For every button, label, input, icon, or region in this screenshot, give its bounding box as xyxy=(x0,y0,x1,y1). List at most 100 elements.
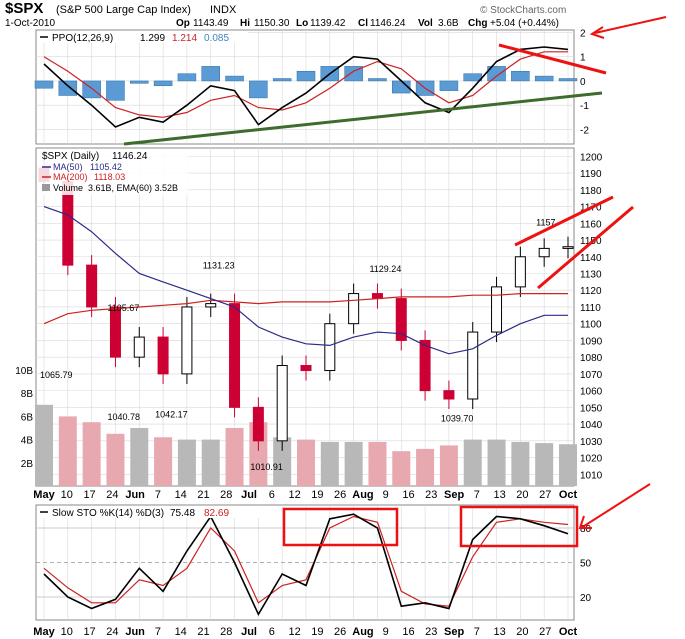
price-annotation: 1105.67 xyxy=(107,303,139,313)
candle-body xyxy=(252,406,264,442)
candle-body xyxy=(348,293,360,325)
x-axis-label: 12 xyxy=(288,626,300,638)
price-annotation: 1157 xyxy=(536,217,555,227)
x-axis-label: 6 xyxy=(269,489,275,501)
candle-body xyxy=(514,256,526,288)
ppo-histogram-bar xyxy=(201,66,220,82)
ppo-histogram-bar xyxy=(439,80,459,91)
price-tick-label: 1140 xyxy=(580,253,602,264)
ppo-histogram-bar xyxy=(296,70,316,82)
ppo-histogram-bar xyxy=(130,80,149,84)
volume-bar xyxy=(106,433,125,486)
price-tick-label: 1050 xyxy=(580,403,603,414)
x-axis-label: 23 xyxy=(425,489,437,501)
credit: © StockCharts.com xyxy=(480,5,566,16)
x-axis-label: 12 xyxy=(288,489,300,501)
price-legend: $SPX (Daily) 1146.24 MA(50) 1105.42 MA(2… xyxy=(38,149,188,195)
high-label: Hi xyxy=(240,18,250,29)
ppo-histogram-bar xyxy=(272,78,292,82)
price-tick-label: 1090 xyxy=(580,336,603,347)
price-legend-bg xyxy=(38,149,188,195)
x-axis-label: 16 xyxy=(402,626,414,638)
stochastic-k-value: 75.48 xyxy=(170,508,195,519)
price-tick-label: 1030 xyxy=(580,437,603,448)
ma200-label: MA(200) xyxy=(53,172,88,182)
x-axis-label: 19 xyxy=(311,489,323,501)
volume-bar xyxy=(559,444,577,486)
ppo-hist-value: 0.085 xyxy=(204,33,229,44)
x-axis-label: May xyxy=(33,626,55,638)
quote-date: 1-Oct-2010 xyxy=(5,18,55,29)
candle-body xyxy=(562,246,574,249)
candle-body xyxy=(205,303,217,308)
volume-tick-label: 6B xyxy=(21,412,34,423)
stochastic-legend-bg xyxy=(38,506,268,518)
x-axis-label: Jun xyxy=(125,489,145,501)
ppo-histogram-bar xyxy=(249,80,268,99)
ppo-value: 1.299 xyxy=(140,33,165,44)
x-axis-label: Oct xyxy=(559,489,578,501)
x-axis-label: Sep xyxy=(444,626,464,638)
candle-body xyxy=(419,339,431,392)
price-annotation: 1065.79 xyxy=(40,370,73,380)
ppo-histogram-bar xyxy=(34,80,54,89)
x-axis-label: 21 xyxy=(197,489,209,501)
candle-body xyxy=(181,306,193,375)
x-axis-label: 24 xyxy=(106,626,118,638)
x-axis-label: 23 xyxy=(425,626,437,638)
volume-bar xyxy=(416,448,435,486)
x-axis-label: 21 xyxy=(197,626,209,638)
x-axis-label: 27 xyxy=(539,489,551,501)
symbol: $SPX xyxy=(5,0,43,17)
volume-bar xyxy=(154,437,173,486)
x-axis-label: Jul xyxy=(241,626,257,638)
x-axis-label: 7 xyxy=(155,626,161,638)
candle-body xyxy=(467,331,479,400)
candle-body xyxy=(86,264,98,308)
ppo-histogram-bar xyxy=(487,66,506,82)
ma50-value: 1105.42 xyxy=(90,162,122,172)
x-axis-label: Aug xyxy=(352,489,373,501)
x-axis-label: 13 xyxy=(494,626,506,638)
volume-label: Vol xyxy=(418,18,433,29)
x-axis-label: 28 xyxy=(220,489,232,501)
ppo-histogram-bar xyxy=(463,73,482,82)
x-axis-label: 14 xyxy=(175,489,187,501)
x-axis-label: May xyxy=(33,489,55,501)
change-label: Chg xyxy=(468,18,487,29)
price-annotation: 1131.23 xyxy=(203,260,235,270)
open-label: Op xyxy=(176,18,190,29)
price-tick-label: 1020 xyxy=(580,454,603,465)
volume-value: 3.6B xyxy=(438,18,459,29)
volume-bar xyxy=(368,441,387,486)
ppo-legend-bg xyxy=(38,31,248,43)
x-axis-label: 7 xyxy=(474,489,480,501)
ppo-line xyxy=(43,46,569,128)
close-label: Cl xyxy=(358,18,368,29)
price-annotation: 1129.24 xyxy=(369,264,401,274)
volume-bar xyxy=(130,428,149,486)
volume-tick-label: 4B xyxy=(21,436,34,447)
stochastic-overbought-box-2 xyxy=(459,505,579,548)
open-value: 1143.49 xyxy=(193,18,229,29)
volume-bar xyxy=(201,439,220,486)
ppo-histogram-bar xyxy=(58,80,78,96)
header: $SPX (S&P 500 Large Cap Index) INDX 1-Oc… xyxy=(5,0,566,29)
ppo-tick-label: 0 xyxy=(580,77,586,88)
volume-bar xyxy=(487,439,506,486)
volume-legend-value: 3.61B, EMA(60) 3.52B xyxy=(88,183,178,193)
x-axis-label: 19 xyxy=(311,626,323,638)
volume-swatch xyxy=(42,184,50,191)
price-tick-label: 1100 xyxy=(580,320,602,331)
price-annotation: 1040.78 xyxy=(107,412,140,422)
volume-bar xyxy=(392,451,411,486)
ppo-histogram-bar xyxy=(558,78,578,82)
x-axis-label: 28 xyxy=(220,626,232,638)
ppo-tick-label: -2 xyxy=(580,125,589,136)
stochastic-d-value: 82.69 xyxy=(204,508,229,519)
stochastic-legend: Slow STO %K(14) %D(3) 75.48 82.69 xyxy=(38,506,268,519)
price-resistance-line xyxy=(514,195,614,247)
volume-bar xyxy=(35,404,53,486)
volume-bar xyxy=(297,439,315,486)
